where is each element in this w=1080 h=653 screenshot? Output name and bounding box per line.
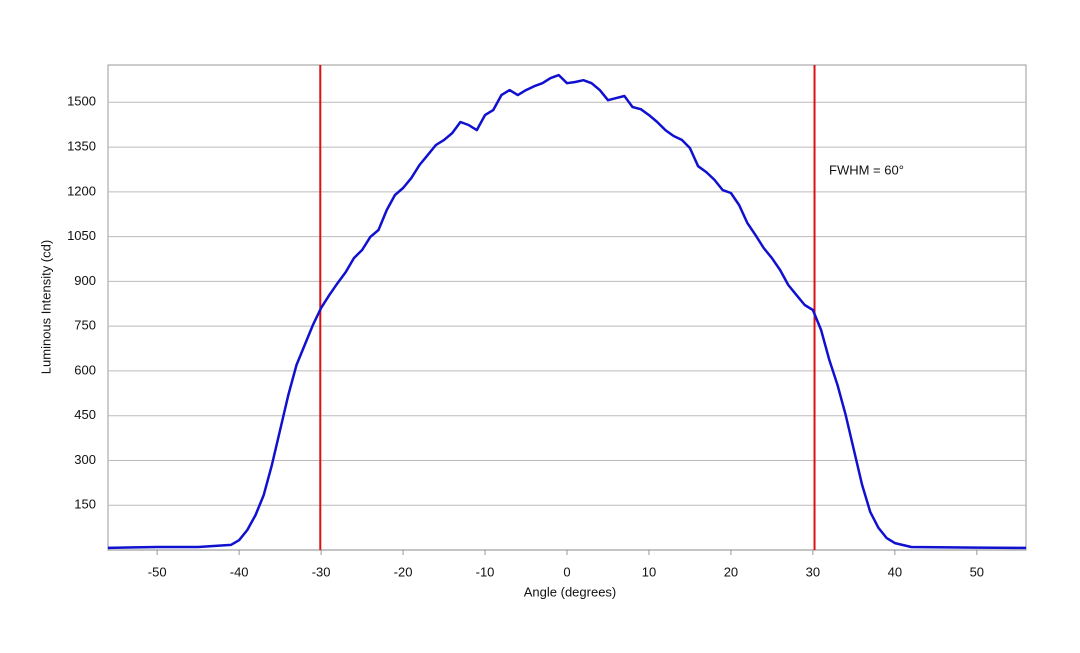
x-axis-label: Angle (degrees)	[524, 584, 617, 599]
y-tick-label: 900	[74, 273, 96, 288]
y-tick-label: 1200	[67, 183, 96, 198]
x-tick-label: 30	[806, 564, 820, 579]
y-tick-label: 1350	[67, 139, 96, 154]
x-tick-label: 40	[888, 564, 902, 579]
x-tick-label: 0	[563, 564, 570, 579]
y-tick-label: 300	[74, 452, 96, 467]
y-tick-label: 600	[74, 362, 96, 377]
x-tick-label: -10	[476, 564, 495, 579]
x-tick-label: 10	[642, 564, 656, 579]
data-line	[107, 73, 1027, 550]
x-tick-label: -20	[394, 564, 413, 579]
annotation: FWHM = 60°	[829, 162, 904, 177]
y-axis-label: Luminous Intensity (cd)	[38, 240, 53, 374]
x-tick-label: -30	[312, 564, 331, 579]
y-tick-label: 450	[74, 407, 96, 422]
y-tick-label: 150	[74, 497, 96, 512]
x-tick-label: 20	[724, 564, 738, 579]
plot-area	[107, 64, 1027, 551]
x-tick-label: 50	[970, 564, 984, 579]
x-tick-label: -50	[148, 564, 167, 579]
y-tick-label: 750	[74, 318, 96, 333]
y-tick-label: 1050	[67, 228, 96, 243]
x-tick-label: -40	[230, 564, 249, 579]
y-tick-label: 1500	[67, 94, 96, 109]
